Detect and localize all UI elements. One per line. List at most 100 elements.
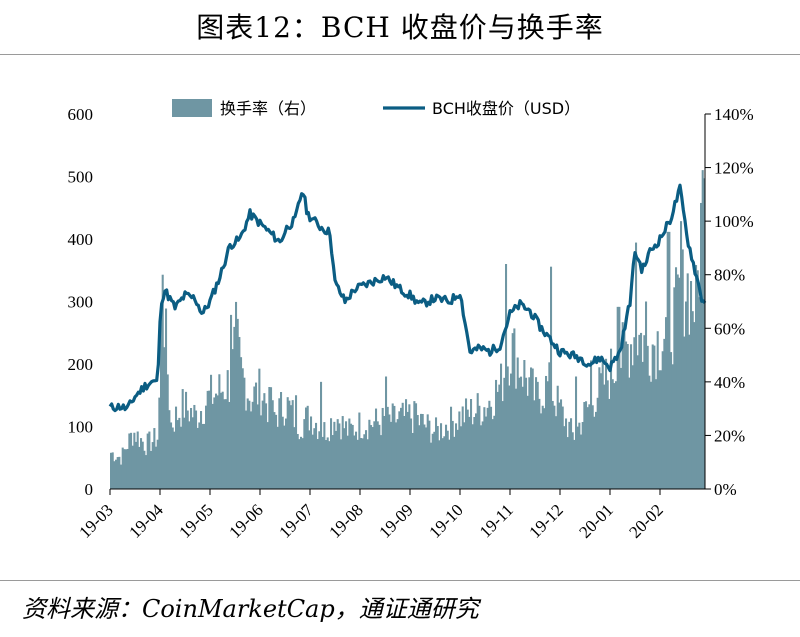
turnover-bars [110,170,706,490]
turnover-bar [200,411,203,489]
turnover-bar [123,449,126,489]
turnover-bar [445,424,448,489]
x-tick-label: 19-08 [325,500,366,541]
turnover-bar [561,406,564,489]
turnover-bar [190,408,193,489]
turnover-bar [328,441,331,489]
turnover-bar [140,438,143,489]
turnover-bar [515,388,518,489]
turnover-bar [330,418,333,489]
turnover-bar [655,379,658,489]
turnover-bar [155,446,158,489]
turnover-bar [661,351,664,489]
turnover-bar [440,423,443,489]
turnover-bar [623,330,626,489]
turnover-bar [471,424,474,489]
left-tick-label: 400 [68,230,94,249]
turnover-bar [193,404,196,489]
turnover-bar [456,429,459,489]
price-line [108,183,707,413]
turnover-bar [150,450,153,489]
turnover-bar [226,370,229,489]
turnover-bar [516,357,519,489]
turnover-bar [613,383,616,489]
turnover-bar [321,436,324,489]
turnover-bar [601,361,604,489]
turnover-bar [315,422,318,489]
turnover-bar [145,455,148,489]
turnover-bar [533,400,536,489]
turnover-bar [695,265,698,489]
turnover-bar [513,328,516,489]
turnover-bar [258,368,261,489]
turnover-bar [665,317,668,489]
left-tick-label: 500 [68,168,94,187]
right-tick-label: 100% [714,212,754,231]
turnover-bar [566,437,569,489]
turnover-bar [270,387,273,489]
x-tick-label: 19-05 [175,500,216,541]
turnover-bar [335,430,338,489]
turnover-bar [550,266,553,489]
turnover-bar [408,404,411,489]
right-tick-label: 60% [714,319,745,338]
turnover-bar [131,445,134,489]
turnover-bar [701,170,704,490]
turnover-bar [620,367,623,489]
turnover-bar [290,405,293,489]
turnover-bar [311,434,314,489]
turnover-bar [703,178,706,490]
turnover-bar [390,421,393,489]
turnover-bar [386,406,389,489]
turnover-bar [511,333,514,489]
turnover-bar [228,401,231,489]
turnover-bar [606,380,609,489]
turnover-bar [428,420,431,489]
turnover-bar [616,306,619,489]
turnover-bar [500,363,503,489]
turnover-bar [680,221,683,489]
turnover-bar [235,301,238,489]
turnover-bar [323,422,326,489]
turnover-bar [465,398,468,489]
turnover-bar [436,426,439,489]
turnover-bar [585,401,588,489]
turnover-bar [650,381,653,489]
turnover-bar [560,399,563,489]
turnover-bar [563,426,566,489]
turnover-bar [638,334,641,489]
right-tick-label: 140% [714,105,754,124]
turnover-bar [646,345,649,489]
turnover-bar [405,399,408,489]
turnover-bar [360,438,363,489]
turnover-bar [411,432,414,489]
turnover-bar [215,393,218,489]
turnover-bar [696,270,699,489]
turnover-bar [565,418,568,489]
turnover-bar [208,390,211,489]
turnover-bar [508,385,511,489]
turnover-bar [225,399,228,489]
turnover-bar [551,400,554,489]
turnover-bar [495,379,498,489]
turnover-bar [300,436,303,489]
turnover-bar [243,377,246,489]
turnover-bar [605,358,608,489]
turnover-bar [296,433,299,489]
turnover-bar [451,420,454,489]
turnover-bar [640,332,643,489]
turnover-bar [156,439,159,489]
turnover-bar [356,439,359,489]
right-axis-ticks: 0% 20% 40% 60% 80% 100% 120% 140% [704,105,754,499]
turnover-bar [580,434,583,489]
turnover-bar [525,377,528,489]
turnover-bar [376,421,379,489]
turnover-bar [121,447,124,489]
turnover-bar [503,377,506,489]
turnover-bar [491,419,494,489]
turnover-bar [463,422,466,489]
x-tick-label: 19-06 [225,500,266,541]
turnover-bar [230,314,233,489]
turnover-bar [301,438,304,489]
turnover-bar [663,338,666,489]
